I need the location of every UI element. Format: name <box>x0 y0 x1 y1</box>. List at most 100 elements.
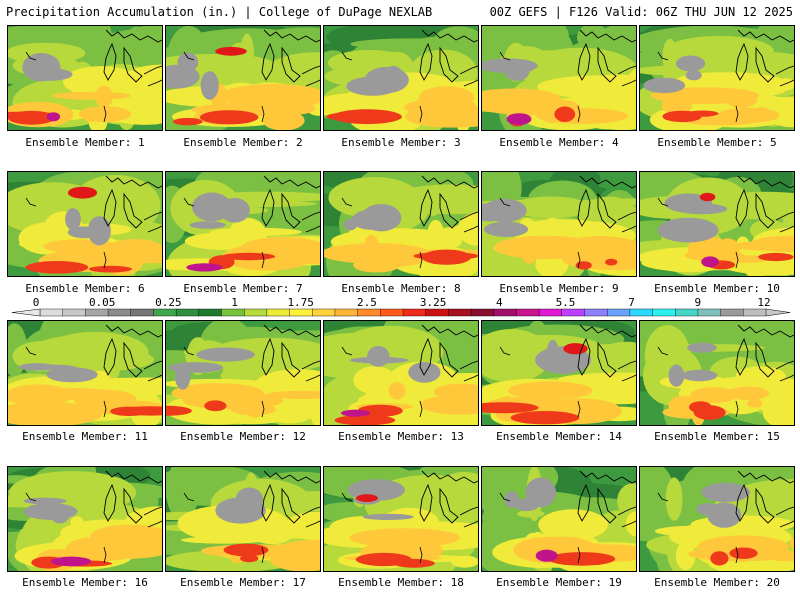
colorbar-swatch <box>493 308 517 317</box>
colorbar-tick-label: 12 <box>757 296 770 309</box>
precip-field <box>640 321 794 425</box>
precip-field <box>8 172 162 276</box>
colorbar-swatch <box>153 308 177 317</box>
ensemble-map-panel-12 <box>165 320 321 426</box>
boundary-line <box>499 346 581 418</box>
boundary-line <box>657 492 739 564</box>
panel-caption: Ensemble Member: 8 <box>341 282 461 295</box>
colorbar-swatch <box>675 308 699 317</box>
colorbar-swatch <box>516 308 540 317</box>
precip-field <box>166 26 320 130</box>
boundary-line <box>183 197 265 269</box>
colorbar-swatch <box>357 308 381 317</box>
ensemble-map-panel-6 <box>7 171 163 277</box>
boundary-line <box>341 346 423 418</box>
boundary-line <box>25 197 107 269</box>
precip-field <box>324 172 478 276</box>
colorbar-arrow-left <box>11 308 41 317</box>
ensemble-map-panel-15 <box>639 320 795 426</box>
precip-field <box>640 26 794 130</box>
colorbar-swatch <box>629 308 654 317</box>
lakes-outline <box>103 29 162 87</box>
colorbar-tick-label: 0 <box>33 296 40 309</box>
boundary-line <box>25 51 107 123</box>
colorbar-swatch <box>130 308 154 317</box>
boundary-line <box>341 197 423 269</box>
boundary-line <box>657 197 739 269</box>
lakes-outline <box>103 324 162 382</box>
panel-caption: Ensemble Member: 11 <box>22 430 148 443</box>
product-title: Precipitation Accumulation (in.) | Colle… <box>6 5 433 19</box>
colorbar-tick-label: 7 <box>628 296 635 309</box>
precip-field <box>8 467 162 571</box>
ensemble-map-panel-5 <box>639 25 795 131</box>
precip-field <box>482 172 636 276</box>
panel-caption: Ensemble Member: 2 <box>183 136 303 149</box>
colorbar-swatch <box>720 308 744 317</box>
ensemble-map-panel-1 <box>7 25 163 131</box>
lakes-outline <box>103 175 162 233</box>
panel-caption: Ensemble Member: 13 <box>338 430 464 443</box>
ensemble-map-panel-7 <box>165 171 321 277</box>
precip-field <box>8 26 162 130</box>
lakes-outline <box>261 175 320 233</box>
panel-caption: Ensemble Member: 1 <box>25 136 145 149</box>
boundary-line <box>341 492 423 564</box>
panel-caption: Ensemble Member: 6 <box>25 282 145 295</box>
colorbar-swatch <box>697 308 722 317</box>
panel-caption: Ensemble Member: 12 <box>180 430 306 443</box>
lakes-outline <box>103 470 162 528</box>
lakes-outline <box>577 29 636 87</box>
precip-field <box>640 172 794 276</box>
colorbar-swatch <box>198 308 222 317</box>
colorbar-swatch <box>584 308 608 317</box>
panel-caption: Ensemble Member: 5 <box>657 136 777 149</box>
ensemble-map-panel-16 <box>7 466 163 572</box>
colorbar-tick-label: 5.5 <box>556 296 576 309</box>
ensemble-map-panel-11 <box>7 320 163 426</box>
boundary-line <box>25 346 107 418</box>
precip-field <box>482 26 636 130</box>
panel-caption: Ensemble Member: 15 <box>654 430 780 443</box>
lakes-outline <box>577 175 636 233</box>
panel-caption: Ensemble Member: 17 <box>180 576 306 589</box>
boundary-line <box>183 346 265 418</box>
colorbar-tick-label: 1.75 <box>287 296 314 309</box>
lakes-outline <box>419 175 478 233</box>
colorbar-swatch <box>107 308 132 317</box>
panel-caption: Ensemble Member: 9 <box>499 282 619 295</box>
lakes-outline <box>261 324 320 382</box>
ensemble-map-panel-8 <box>323 171 479 277</box>
colorbar-swatch <box>334 308 359 317</box>
precip-field <box>166 321 320 425</box>
colorbar-swatch <box>652 308 676 317</box>
ensemble-map-panel-14 <box>481 320 637 426</box>
colorbar-swatch <box>312 308 336 317</box>
colorbar-swatch <box>221 308 245 317</box>
precip-field <box>324 26 478 130</box>
panel-caption: Ensemble Member: 16 <box>22 576 148 589</box>
panel-caption: Ensemble Member: 20 <box>654 576 780 589</box>
colorbar-swatch <box>561 308 585 317</box>
lakes-outline <box>261 470 320 528</box>
colorbar-swatch <box>606 308 631 317</box>
panel-caption: Ensemble Member: 18 <box>338 576 464 589</box>
ensemble-map-panel-19 <box>481 466 637 572</box>
colorbar-tick-label: 1 <box>231 296 238 309</box>
lakes-outline <box>419 29 478 87</box>
ensemble-map-panel-17 <box>165 466 321 572</box>
boundary-line <box>657 346 739 418</box>
colorbar-swatch <box>402 308 427 317</box>
ensemble-map-panel-20 <box>639 466 795 572</box>
colorbar-tick-label: 0.05 <box>89 296 116 309</box>
boundary-line <box>499 492 581 564</box>
colorbar-swatch <box>425 308 449 317</box>
colorbar-swatch <box>175 308 200 317</box>
precip-colorbar: 0 0.05 0.25 1 1.75 2.5 3.25 4 5.5 7 9 12 <box>11 296 791 317</box>
boundary-line <box>341 51 423 123</box>
colorbar-swatch <box>266 308 291 317</box>
ensemble-map-panel-4 <box>481 25 637 131</box>
boundary-line <box>183 492 265 564</box>
ensemble-map-panel-2 <box>165 25 321 131</box>
colorbar-swatch <box>85 308 109 317</box>
